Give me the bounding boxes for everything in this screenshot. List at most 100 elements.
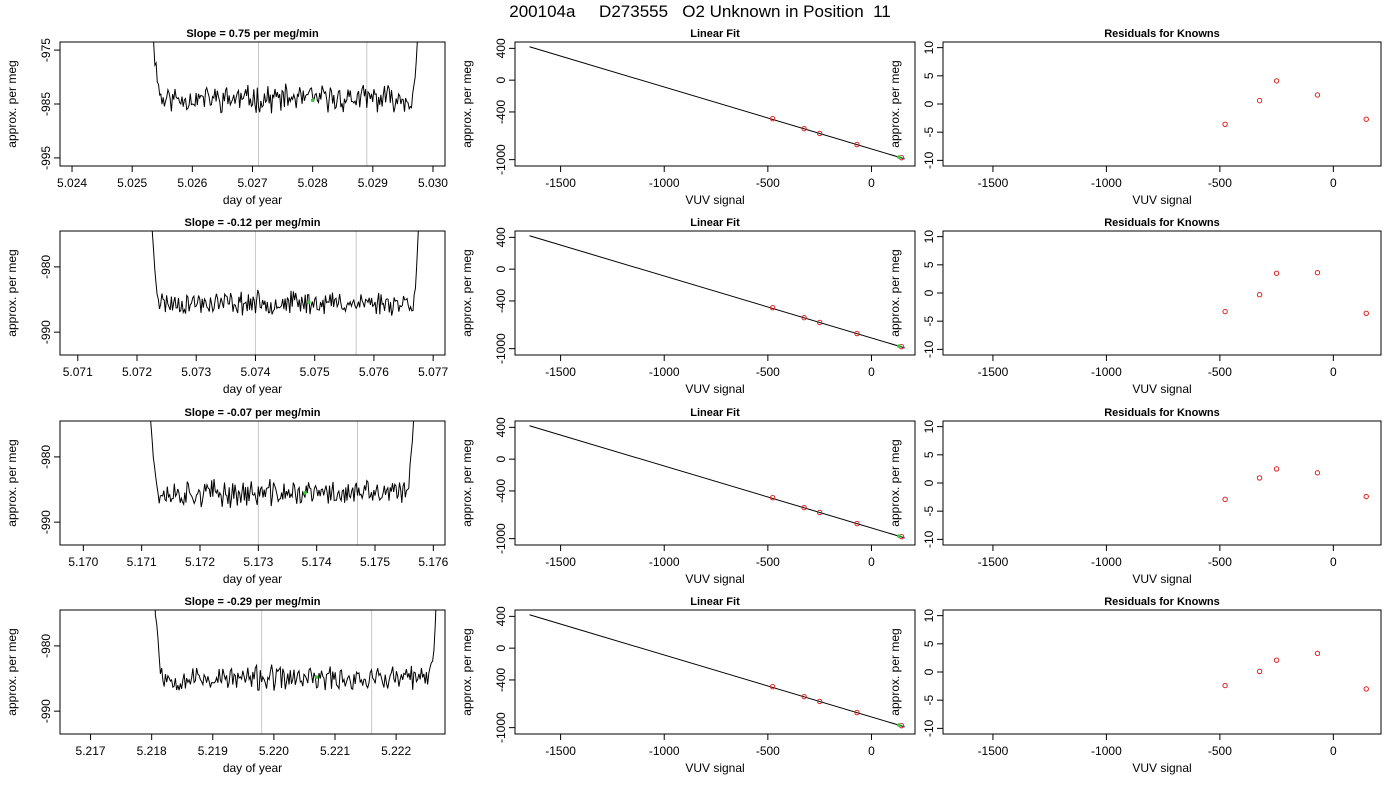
x-tick-label: 5.076 bbox=[359, 365, 389, 379]
x-tick-label: 5.221 bbox=[320, 744, 350, 758]
x-tick-label: -1500 bbox=[545, 744, 576, 758]
fit-line bbox=[529, 46, 905, 160]
y-tick-label: 5 bbox=[922, 72, 936, 79]
x-tick-label: 5.175 bbox=[360, 555, 390, 569]
plot-frame bbox=[59, 230, 446, 356]
y-axis-label: approx. per meg bbox=[460, 439, 474, 526]
x-tick-label: 5.172 bbox=[185, 555, 215, 569]
plot-frame bbox=[59, 420, 446, 546]
y-tick-label: -5 bbox=[922, 506, 936, 517]
x-tick-label: -1000 bbox=[1091, 744, 1122, 758]
plot-area bbox=[1222, 650, 1369, 692]
known-point bbox=[854, 141, 860, 148]
plot-area bbox=[1222, 78, 1369, 127]
series-line bbox=[154, 610, 437, 691]
known-point bbox=[816, 319, 823, 326]
x-tick-label: 5.222 bbox=[381, 744, 411, 758]
x-tick-label: 5.028 bbox=[298, 176, 328, 190]
x-axis-label: VUV signal bbox=[1132, 193, 1191, 207]
chart-panel-10: Slope = -0.29 per meg/min 5.217 5.218 5.219… bbox=[5, 596, 446, 775]
x-tick-label: -500 bbox=[756, 555, 780, 569]
fit-line bbox=[529, 235, 905, 349]
known-point bbox=[801, 504, 807, 511]
x-tick-label: -1500 bbox=[545, 365, 576, 379]
known-point bbox=[816, 698, 823, 705]
x-tick-label: 5.073 bbox=[181, 365, 211, 379]
x-tick-label: 5.024 bbox=[57, 176, 87, 190]
known-point bbox=[1363, 493, 1369, 500]
y-tick-label: -400 bbox=[494, 289, 508, 313]
known-point bbox=[1222, 682, 1228, 689]
y-tick-label: -10 bbox=[922, 151, 936, 169]
y-tick-label: -975 bbox=[39, 38, 53, 62]
x-tick-label: 5.026 bbox=[177, 176, 207, 190]
y-axis-label: approx. per meg bbox=[5, 439, 19, 526]
plot-area bbox=[153, 42, 418, 166]
x-tick-label: 5.077 bbox=[418, 365, 448, 379]
y-tick-label: -980 bbox=[39, 255, 53, 279]
plot-area bbox=[1222, 270, 1369, 316]
chart-panel-3: Residuals for Knowns -1500 -1000 -500 0 10 5 0 -… bbox=[888, 28, 1382, 207]
y-tick-label: -400 bbox=[494, 668, 508, 692]
y-tick-label: 10 bbox=[922, 41, 936, 55]
page-title: 200104a D273555 O2 Unknown in Position 1… bbox=[509, 2, 891, 21]
x-tick-label: -1500 bbox=[978, 176, 1009, 190]
y-tick-label: -400 bbox=[494, 479, 508, 503]
known-point bbox=[1256, 97, 1263, 104]
x-tick-label: 5.171 bbox=[127, 555, 157, 569]
x-tick-label: 5.176 bbox=[418, 555, 448, 569]
y-tick-label: -5 bbox=[922, 316, 936, 327]
unknown-marker bbox=[314, 675, 319, 680]
plot-area bbox=[151, 231, 419, 355]
x-axis-label: day of year bbox=[223, 193, 282, 207]
chart-title: Slope = 0.75 per meg/min bbox=[186, 28, 319, 40]
x-tick-label: -500 bbox=[756, 365, 780, 379]
y-axis-label: approx. per meg bbox=[5, 60, 19, 147]
y-tick-label: -1000 bbox=[494, 144, 508, 175]
x-tick-label: -1500 bbox=[978, 365, 1009, 379]
y-tick-label: 10 bbox=[922, 420, 936, 434]
x-tick-label: 5.071 bbox=[63, 365, 93, 379]
chart-panel-9: Residuals for Knowns -1500 -1000 -500 0 10 5 0 -… bbox=[888, 407, 1382, 586]
y-tick-label: 400 bbox=[494, 417, 508, 437]
x-tick-label: 5.173 bbox=[243, 555, 273, 569]
x-tick-label: 5.075 bbox=[300, 365, 330, 379]
x-tick-label: -1000 bbox=[1091, 365, 1122, 379]
x-tick-label: 5.072 bbox=[122, 365, 152, 379]
x-tick-label: 5.219 bbox=[198, 744, 228, 758]
x-tick-label: -1500 bbox=[545, 555, 576, 569]
series-line bbox=[150, 421, 415, 508]
y-axis-label: approx. per meg bbox=[460, 60, 474, 147]
known-point bbox=[1256, 291, 1263, 298]
known-point bbox=[1314, 650, 1321, 657]
y-tick-label: -10 bbox=[922, 719, 936, 737]
chart-title: Linear Fit bbox=[690, 217, 740, 229]
chart-panel-12: Residuals for Knowns -1500 -1000 -500 0 10 5 0 -… bbox=[888, 596, 1382, 775]
chart-title: Slope = -0.12 per meg/min bbox=[184, 217, 320, 229]
chart-panel-5: Linear Fit -1500 -1000 -500 0 400 0 -400 -1000 VU… bbox=[460, 217, 916, 396]
plot-area bbox=[154, 610, 437, 734]
known-point bbox=[854, 709, 860, 716]
x-axis-label: VUV signal bbox=[685, 382, 744, 396]
y-tick-label: -400 bbox=[494, 100, 508, 124]
known-point bbox=[1314, 270, 1321, 276]
x-tick-label: 0 bbox=[868, 365, 875, 379]
y-axis-label: approx. per meg bbox=[5, 628, 19, 715]
x-tick-label: -1000 bbox=[1091, 176, 1122, 190]
chart-title: Slope = -0.07 per meg/min bbox=[184, 407, 320, 419]
fit-line bbox=[529, 425, 905, 539]
y-axis-label: approx. per meg bbox=[5, 249, 19, 336]
known-point bbox=[1222, 121, 1228, 127]
y-tick-label: 0 bbox=[922, 668, 936, 675]
plot-area bbox=[529, 425, 905, 540]
chart-title: Residuals for Knowns bbox=[1104, 28, 1220, 40]
plot-frame bbox=[514, 41, 916, 167]
plot-area bbox=[529, 46, 905, 161]
chart-title: Residuals for Knowns bbox=[1104, 596, 1220, 608]
x-axis-label: VUV signal bbox=[1132, 382, 1191, 396]
plot-frame bbox=[942, 41, 1382, 167]
unknown-marker bbox=[310, 98, 315, 103]
x-tick-label: -500 bbox=[756, 176, 780, 190]
y-axis-label: approx. per meg bbox=[888, 249, 902, 336]
chart-panel-2: Linear Fit -1500 -1000 -500 0 400 0 -400 -1000 VU… bbox=[460, 28, 916, 207]
